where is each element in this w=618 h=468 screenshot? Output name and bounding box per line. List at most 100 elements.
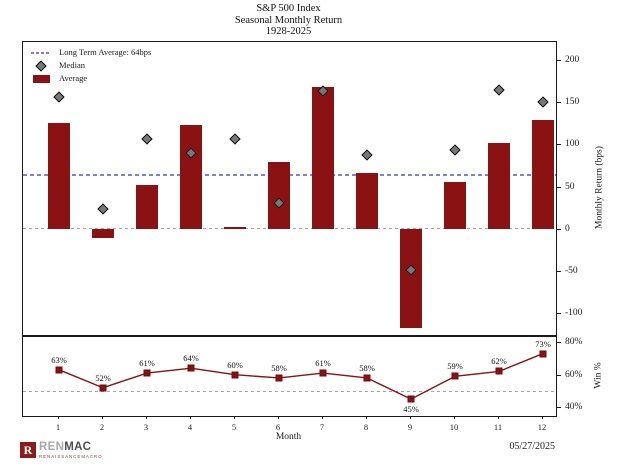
month-tick-mark bbox=[278, 416, 279, 419]
win-percent-marker-month-10 bbox=[451, 372, 459, 380]
win-percent-line bbox=[58, 352, 544, 400]
median-marker-month-11 bbox=[493, 83, 505, 96]
chart-title-line1: S&P 500 Index bbox=[256, 3, 321, 14]
win-percent-label-month-5: 60% bbox=[227, 359, 243, 370]
month-axis: 1 2 3 4 5 6 7 8 9 10 11 12 bbox=[22, 416, 555, 434]
main-ytick-mark bbox=[557, 228, 561, 230]
sub-ytick-label: 80% bbox=[565, 337, 583, 348]
median-marker-month-3 bbox=[141, 133, 153, 146]
main-ytick-label: 150 bbox=[565, 97, 580, 108]
main-ytick-mark bbox=[557, 313, 561, 315]
month-tick-label: 9 bbox=[407, 422, 413, 432]
win-percent-label-month-6: 58% bbox=[271, 362, 287, 373]
month-tick-label: 1 bbox=[55, 422, 61, 432]
main-return-panel: Long Term Average: 64bps Median Average … bbox=[22, 41, 582, 336]
average-bar-month-10 bbox=[444, 182, 466, 229]
win-percent-label-month-7: 61% bbox=[315, 358, 331, 369]
average-bar-month-11 bbox=[488, 142, 510, 229]
win-percent-marker-month-3 bbox=[143, 369, 151, 377]
month-tick-label: 2 bbox=[99, 422, 105, 432]
chart-title: S&P 500 Index Seasonal Monthly Return 19… bbox=[22, 3, 555, 38]
renmac-logo: R RENMAC RENAISSANCEMACRO bbox=[20, 441, 103, 459]
average-bar-month-7 bbox=[312, 87, 334, 229]
win-percent-label-month-12: 73% bbox=[535, 338, 551, 349]
win-percent-label-month-9: 45% bbox=[403, 404, 419, 415]
main-ytick-label: -100 bbox=[565, 308, 583, 319]
legend-average-label: Average bbox=[59, 73, 88, 83]
renmac-logo-icon: R bbox=[20, 442, 36, 458]
win-percent-label-month-1: 63% bbox=[51, 354, 67, 365]
legend-item-average: Average bbox=[31, 72, 151, 85]
month-tick-label: 5 bbox=[231, 422, 237, 432]
sub-ytick-label: 40% bbox=[565, 402, 583, 413]
average-bar-month-5 bbox=[224, 227, 246, 229]
month-tick-mark bbox=[410, 416, 411, 419]
month-tick-mark bbox=[366, 416, 367, 419]
main-ytick-label: 100 bbox=[565, 139, 580, 150]
average-bar-month-4 bbox=[180, 125, 202, 229]
legend-diamond-swatch bbox=[31, 59, 51, 72]
win-percent-panel: 80% 60% 40% 63% 52% 61% 64% 60% 58% 61% 58% 45% 59% 6… bbox=[22, 336, 582, 417]
average-bar-month-12 bbox=[532, 119, 554, 229]
win-percent-marker-month-5 bbox=[231, 371, 239, 379]
legend-long-term-average-label: Long Term Average: 64bps bbox=[59, 47, 152, 57]
win-percent-marker-month-11 bbox=[495, 367, 503, 375]
win-percent-marker-month-4 bbox=[187, 364, 195, 372]
average-bar-month-6 bbox=[268, 162, 290, 229]
win-percent-label-month-8: 58% bbox=[359, 362, 375, 373]
main-ytick-mark bbox=[557, 144, 561, 146]
month-tick-mark bbox=[58, 416, 59, 419]
legend-item-long-term-average: Long Term Average: 64bps bbox=[31, 46, 151, 59]
win-percent-label-month-3: 61% bbox=[139, 358, 155, 369]
x-axis-label: Month bbox=[275, 432, 302, 442]
win-percent-marker-month-1 bbox=[55, 366, 63, 374]
main-ytick-mark bbox=[557, 60, 561, 62]
win-percent-label-month-11: 62% bbox=[491, 356, 507, 367]
win-percent-marker-month-8 bbox=[363, 374, 371, 382]
fifty-percent-reference-line bbox=[23, 390, 556, 392]
average-bar-month-1 bbox=[48, 123, 70, 229]
median-marker-month-1 bbox=[53, 91, 65, 103]
median-marker-month-8 bbox=[361, 148, 373, 161]
month-tick-mark bbox=[190, 416, 191, 419]
month-tick-mark bbox=[146, 416, 147, 419]
median-marker-month-5 bbox=[229, 133, 241, 146]
date-stamp: 05/27/2025 bbox=[509, 441, 555, 452]
month-tick-label: 11 bbox=[493, 422, 503, 432]
renmac-logo-subtext: RENAISSANCEMACRO bbox=[39, 454, 103, 459]
month-tick-mark bbox=[322, 416, 323, 419]
win-percent-marker-month-12 bbox=[539, 350, 547, 358]
month-tick-mark bbox=[454, 416, 455, 419]
month-tick-label: 12 bbox=[537, 422, 547, 432]
win-percent-marker-month-2 bbox=[99, 384, 107, 392]
renmac-logo-wordmark: RENMAC bbox=[39, 441, 92, 453]
month-tick-mark bbox=[102, 416, 103, 419]
month-tick-mark bbox=[542, 416, 543, 419]
month-tick-label: 6 bbox=[275, 422, 281, 432]
win-percent-label-month-4: 64% bbox=[183, 353, 199, 364]
main-ytick-mark bbox=[557, 186, 561, 188]
month-tick-label: 8 bbox=[363, 422, 369, 432]
main-ytick-label: 200 bbox=[565, 55, 580, 66]
win-percent-marker-month-7 bbox=[319, 369, 327, 377]
chart-title-line3: 1928-2025 bbox=[265, 26, 312, 37]
month-tick-label: 10 bbox=[449, 422, 459, 432]
month-tick-label: 3 bbox=[143, 422, 149, 432]
win-percent-marker-month-9 bbox=[407, 395, 415, 403]
month-tick-label: 4 bbox=[187, 422, 193, 432]
average-bar-month-2 bbox=[92, 228, 114, 239]
legend-bar-swatch bbox=[31, 74, 51, 83]
main-ytick-mark bbox=[557, 270, 561, 272]
average-bar-month-8 bbox=[356, 173, 378, 229]
win-percent-marker-month-6 bbox=[275, 374, 283, 382]
legend-dashed-line-swatch bbox=[31, 51, 51, 54]
sub-y-axis-label: Win % bbox=[593, 362, 604, 389]
main-ytick-label: -50 bbox=[565, 265, 578, 276]
sub-ytick-label: 60% bbox=[565, 369, 583, 380]
chart-legend: Long Term Average: 64bps Median Average bbox=[31, 46, 151, 85]
sub-ytick-mark bbox=[557, 342, 561, 344]
month-tick-mark bbox=[234, 416, 235, 419]
month-tick-mark bbox=[498, 416, 499, 419]
main-ytick-label: 0 bbox=[565, 223, 570, 234]
